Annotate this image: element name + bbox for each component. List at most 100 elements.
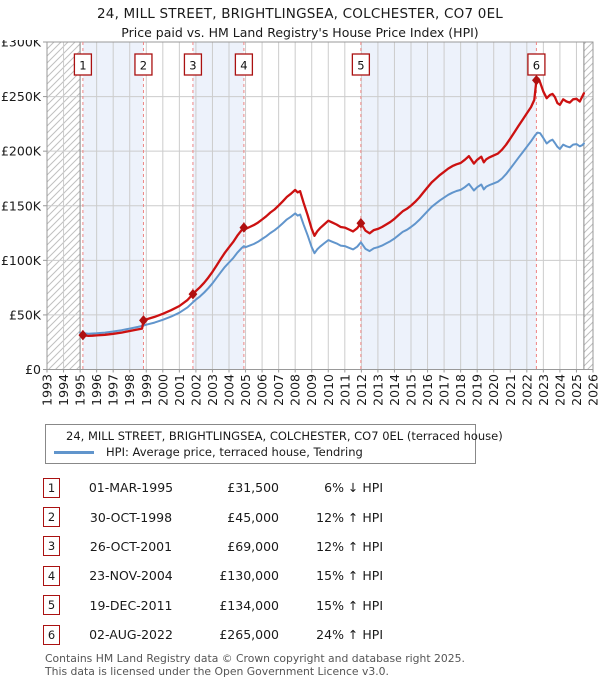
svg-text:£0: £0 bbox=[25, 362, 41, 377]
svg-text:2024: 2024 bbox=[552, 374, 567, 406]
sale-marker-1 bbox=[78, 329, 88, 341]
chart-subtitle: Price paid vs. HM Land Registry's House … bbox=[121, 25, 479, 40]
sale-hpi-comparison: 15% ↑ HPI bbox=[316, 597, 383, 613]
sale-number-badge: 4 bbox=[43, 565, 60, 586]
svg-text:1999: 1999 bbox=[139, 374, 154, 406]
table-row: 3 26-OCT-2001 £69,000 12% ↑ HPI bbox=[43, 532, 600, 561]
svg-text:2016: 2016 bbox=[420, 374, 435, 406]
sale-price: £69,000 bbox=[227, 538, 279, 554]
sale-number-badge: 1 bbox=[43, 477, 60, 498]
sale-price: £31,500 bbox=[227, 480, 279, 496]
svg-text:2017: 2017 bbox=[437, 374, 452, 406]
table-row: 4 23-NOV-2004 £130,000 15% ↑ HPI bbox=[43, 561, 600, 590]
svg-text:2000: 2000 bbox=[155, 374, 170, 406]
svg-text:2020: 2020 bbox=[486, 374, 501, 406]
svg-text:2023: 2023 bbox=[536, 374, 551, 406]
sale-price: £265,000 bbox=[219, 627, 279, 643]
sale-date: 30-OCT-1998 bbox=[89, 509, 173, 525]
svg-text:£200K: £200K bbox=[1, 144, 42, 159]
sale-number-box-1 bbox=[73, 53, 93, 76]
svg-text:4: 4 bbox=[240, 59, 247, 73]
svg-text:2010: 2010 bbox=[321, 374, 336, 406]
footer-line-1: Contains HM Land Registry data © Crown c… bbox=[45, 652, 465, 666]
table-row: 1 01-MAR-1995 £31,500 6% ↓ HPI bbox=[43, 473, 600, 502]
svg-text:£50K: £50K bbox=[9, 307, 42, 322]
legend-box: 24, MILL STREET, BRIGHTLINGSEA, COLCHEST… bbox=[45, 424, 503, 464]
sale-hpi-comparison: 12% ↑ HPI bbox=[316, 538, 383, 554]
svg-text:2011: 2011 bbox=[337, 374, 352, 406]
sale-date: 02-AUG-2022 bbox=[89, 627, 173, 643]
sale-date: 19-DEC-2011 bbox=[89, 597, 173, 613]
legend-item-property: 24, MILL STREET, BRIGHTLINGSEA, COLCHEST… bbox=[54, 428, 503, 444]
footer-line-2: This data is licensed under the Open Gov… bbox=[45, 665, 389, 679]
table-row: 5 19-DEC-2011 £134,000 15% ↑ HPI bbox=[43, 591, 600, 620]
sale-hpi-comparison: 12% ↑ HPI bbox=[316, 509, 383, 525]
svg-text:1995: 1995 bbox=[73, 374, 88, 406]
svg-text:1: 1 bbox=[79, 59, 86, 73]
sale-number-badge: 3 bbox=[43, 536, 60, 557]
svg-text:2009: 2009 bbox=[304, 374, 319, 406]
sale-marker-5 bbox=[356, 218, 366, 229]
sale-number-badge: 5 bbox=[43, 595, 60, 616]
sale-price: £45,000 bbox=[227, 509, 279, 525]
svg-text:5: 5 bbox=[357, 59, 364, 73]
sale-number-boxes: 1 2 3 4 5 6 bbox=[73, 53, 546, 76]
svg-text:2012: 2012 bbox=[354, 374, 369, 406]
sale-number-box-5 bbox=[351, 53, 371, 76]
sale-number-box-3 bbox=[183, 53, 203, 76]
sale-number-badge: 6 bbox=[43, 624, 60, 645]
svg-text:£250K: £250K bbox=[1, 89, 42, 104]
axis-ticks bbox=[43, 41, 594, 373]
svg-text:3: 3 bbox=[189, 59, 196, 73]
svg-text:1997: 1997 bbox=[106, 374, 121, 406]
svg-text:£300K: £300K bbox=[1, 40, 42, 50]
sale-date-lines bbox=[82, 42, 537, 372]
hpi-line bbox=[79, 131, 585, 335]
svg-text:2025: 2025 bbox=[569, 374, 584, 406]
sale-number-box-4 bbox=[234, 53, 254, 76]
svg-text:2008: 2008 bbox=[288, 374, 303, 406]
legend-label-hpi: HPI: Average price, terraced house, Tend… bbox=[106, 445, 363, 459]
svg-text:2013: 2013 bbox=[370, 374, 385, 406]
sale-marker-6 bbox=[532, 75, 541, 86]
sale-price: £130,000 bbox=[219, 568, 279, 584]
chart-title: 24, MILL STREET, BRIGHTLINGSEA, COLCHEST… bbox=[96, 6, 504, 22]
sale-date: 01-MAR-1995 bbox=[88, 480, 174, 496]
svg-text:2014: 2014 bbox=[387, 374, 402, 406]
x-axis-labels: 1993 1994 1995 1996 1997 1998 1999 2000 2001 2002… bbox=[40, 374, 600, 406]
svg-text:1996: 1996 bbox=[89, 374, 104, 406]
svg-text:2026: 2026 bbox=[586, 374, 600, 406]
sale-hpi-comparison: 6% ↓ HPI bbox=[324, 480, 383, 496]
svg-text:2001: 2001 bbox=[172, 374, 187, 406]
copyright-footer: Contains HM Land Registry data © Crown c… bbox=[45, 652, 600, 679]
svg-text:2007: 2007 bbox=[271, 374, 286, 406]
sale-price: £134,000 bbox=[219, 597, 279, 613]
sale-number-badge: 2 bbox=[43, 507, 60, 528]
svg-text:£150K: £150K bbox=[1, 198, 42, 213]
sale-date: 26-OCT-2001 bbox=[89, 538, 173, 554]
sale-hpi-comparison: 24% ↑ HPI bbox=[316, 627, 383, 643]
table-row: 6 02-AUG-2022 £265,000 24% ↑ HPI bbox=[43, 620, 600, 649]
sale-marker-2 bbox=[139, 315, 148, 326]
svg-text:2021: 2021 bbox=[503, 374, 518, 406]
hpi-line-swatch bbox=[54, 450, 94, 454]
sales-table: 1 01-MAR-1995 £31,500 6% ↓ HPI 2 30-OCT-… bbox=[43, 473, 600, 649]
legend-item-hpi: HPI: Average price, terraced house, Tend… bbox=[54, 444, 467, 460]
svg-text:1993: 1993 bbox=[40, 374, 55, 406]
sale-point-markers bbox=[78, 75, 541, 341]
svg-text:2005: 2005 bbox=[238, 374, 253, 406]
sale-number-box-2 bbox=[134, 53, 153, 76]
sale-hpi-comparison: 15% ↑ HPI bbox=[316, 568, 383, 584]
svg-text:2: 2 bbox=[140, 59, 147, 73]
svg-text:2002: 2002 bbox=[188, 374, 203, 406]
svg-text:1998: 1998 bbox=[122, 374, 137, 406]
svg-text:£100K: £100K bbox=[1, 253, 42, 268]
svg-text:2022: 2022 bbox=[519, 374, 534, 406]
table-row: 2 30-OCT-1998 £45,000 12% ↑ HPI bbox=[43, 502, 600, 531]
price-history-chart: 1 2 3 4 5 6 £0 £50K £100K £150K £200K £250K £300K 199… bbox=[1, 40, 600, 406]
svg-text:6: 6 bbox=[533, 59, 540, 73]
sale-date: 23-NOV-2004 bbox=[89, 568, 173, 584]
sale-marker-4 bbox=[239, 222, 249, 233]
svg-text:2015: 2015 bbox=[404, 374, 419, 406]
